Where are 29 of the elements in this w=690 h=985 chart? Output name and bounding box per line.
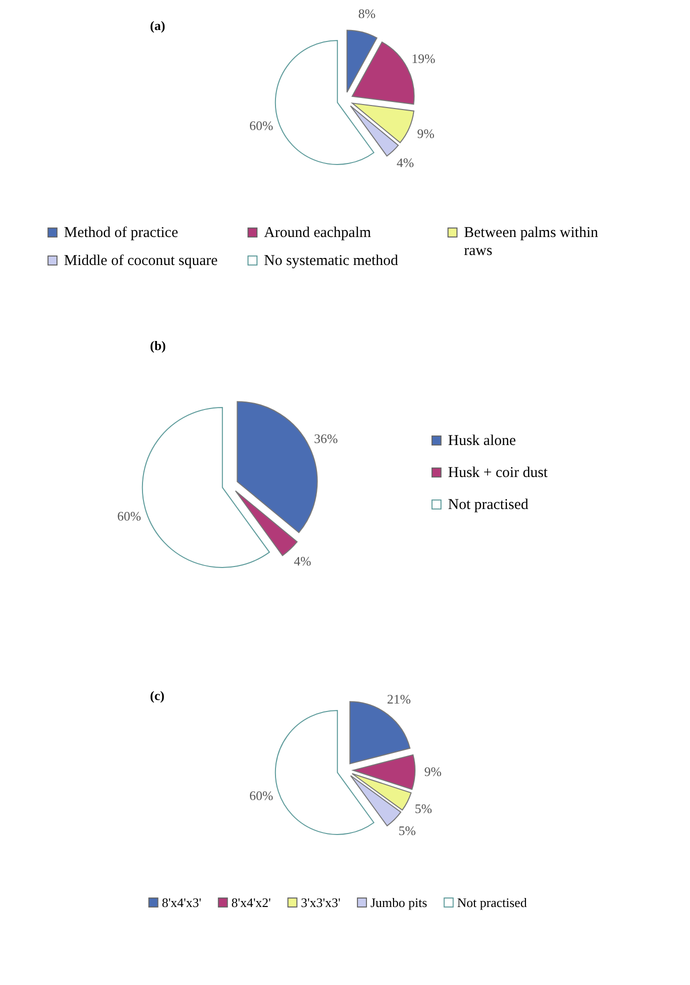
legend-label: Not practised [448,497,529,513]
data-label: 9% [424,764,442,779]
data-label: 21% [387,691,412,706]
legend-label: Method of practice [64,225,178,241]
data-label: 5% [414,800,432,816]
legend-label: 8'x4'x3' [162,895,202,910]
text: (a) [150,18,166,33]
legend-label: 3'x3'x3' [300,895,340,910]
legend-label: No systematic method [264,253,399,269]
legend-label: Around eachpalm [264,225,372,241]
data-label: 4% [396,155,414,170]
legend-label: Between palms within raws [464,225,599,259]
data-label: 5% [398,823,416,838]
data-label: 4% [294,553,312,568]
legend-label: Middle of coconut square [64,253,218,269]
data-label: 36% [314,430,338,446]
legend-label: Husk alone [448,433,516,449]
data-label: 60% [117,508,142,524]
legend-label: Not practised [457,895,528,910]
data-label: 19% [411,51,436,66]
legend-label: 8'x4'x2' [231,895,271,910]
data-label: 8% [358,6,376,21]
chart-title: (b) [150,338,166,353]
legend-label: Husk + coir dust [448,465,549,481]
data-label: 60% [249,788,274,804]
chart-title: (c) [150,688,164,703]
legend-label: Jumbo pits [370,895,428,910]
data-label: 9% [417,126,435,141]
data-label: 60% [249,118,274,134]
